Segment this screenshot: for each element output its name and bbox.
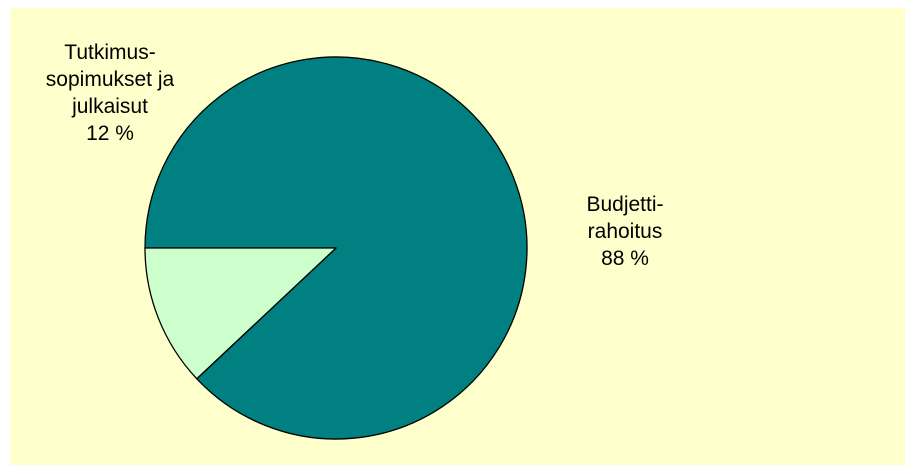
slice-label-tutkimussopimukset: Tutkimus- sopimukset ja julkaisut 12 % [15, 39, 205, 147]
slice-label-line: rahoitus [587, 220, 663, 243]
pie-slice-1 [144, 247, 337, 380]
slice-label-line: julkaisut [72, 95, 148, 118]
slice-value-label: 12 % [86, 122, 134, 145]
slice-label-line: Tutkimus- [64, 41, 156, 64]
slice-label-line: Budjetti- [586, 193, 664, 216]
slice-label-line: sopimukset ja [45, 68, 175, 91]
slice-label-budjettirahoitus: Budjetti- rahoitus 88 % [560, 191, 690, 272]
slice-value-label: 88 % [601, 247, 649, 270]
